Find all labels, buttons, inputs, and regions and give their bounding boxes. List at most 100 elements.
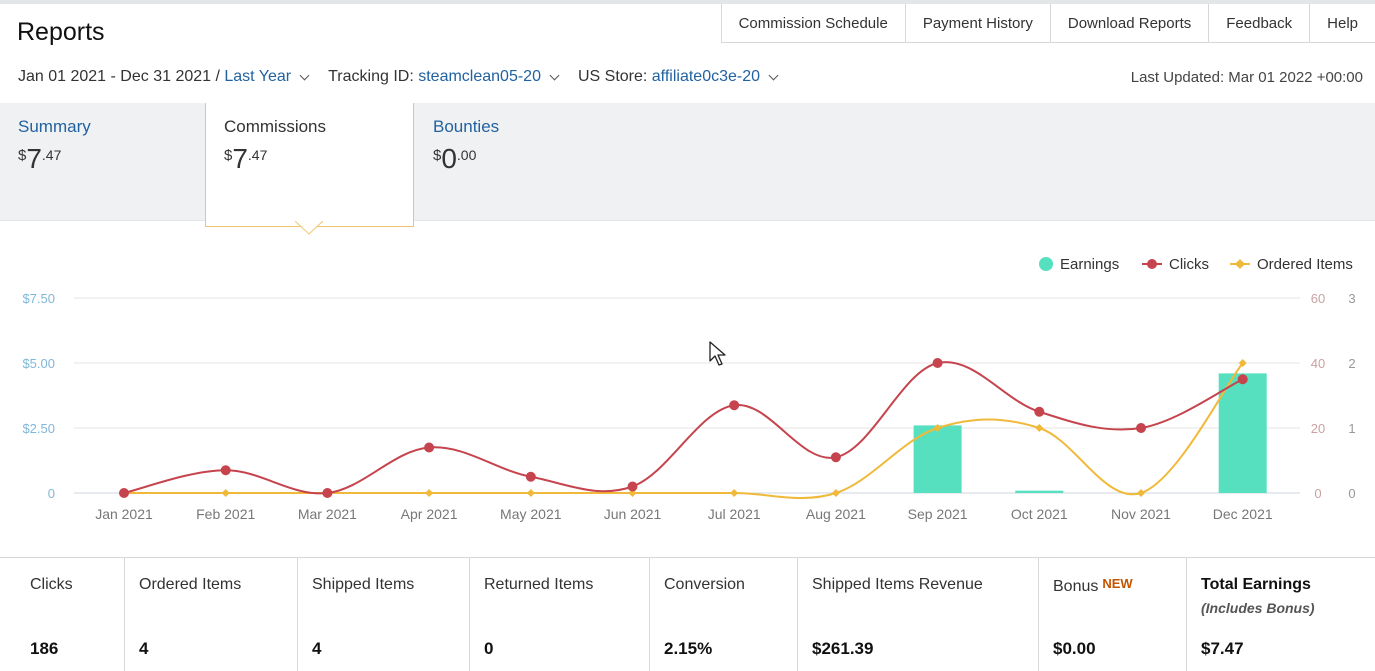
x-tick-label: Jun 2021 [604, 506, 662, 522]
stat-label: Shipped Items Revenue [812, 576, 983, 593]
store-label: US Store: [577, 68, 648, 85]
y-right-clicks-tick: 20 [1311, 421, 1325, 436]
x-tick-label: Oct 2021 [1011, 506, 1068, 522]
x-tick-label: Nov 2021 [1111, 506, 1171, 522]
stat-conversion: Conversion 2.15% [649, 558, 797, 671]
store-value[interactable]: affiliate0c3e-20 [651, 68, 761, 85]
tracking-id-label: Tracking ID: [328, 68, 414, 85]
y-left-tick: $2.50 [22, 421, 55, 436]
clicks-point[interactable] [627, 481, 638, 492]
amount-cents: .00 [456, 147, 477, 163]
stat-label: Clicks [30, 576, 73, 593]
legend-clicks-swatch [1147, 259, 1157, 269]
amount-cents: .47 [41, 147, 62, 163]
amount-whole: 0 [441, 143, 457, 174]
stat-value: $261.39 [812, 639, 874, 658]
nav-help[interactable]: Help [1309, 4, 1375, 42]
legend-earnings[interactable]: Earnings [1039, 256, 1119, 273]
currency-symbol: $ [433, 147, 442, 164]
tab-summary[interactable]: Summary $ 7 .47 [0, 103, 206, 221]
tab-amount: $ 0 .00 [433, 145, 603, 173]
tab-amount: $ 7 .47 [18, 145, 188, 173]
tab-commissions[interactable]: Commissions $ 7 .47 [205, 103, 414, 227]
x-tick-label: Dec 2021 [1213, 506, 1273, 522]
stat-value: $0.00 [1053, 639, 1096, 658]
chevron-down-icon[interactable] [549, 70, 560, 80]
x-tick-label: Apr 2021 [401, 506, 458, 522]
ordered-items-point[interactable] [933, 424, 942, 432]
top-divider [0, 0, 1375, 4]
date-range-text: Jan 01 2021 - Dec 31 2021 / [18, 68, 220, 85]
ordered-items-point[interactable] [526, 489, 535, 497]
legend-ordered-items[interactable]: Ordered Items [1230, 256, 1353, 273]
clicks-point[interactable] [322, 488, 333, 498]
tab-label: Summary [18, 117, 91, 136]
y-right-clicks-tick: 60 [1311, 291, 1325, 306]
date-range-selector[interactable]: Jan 01 2021 - Dec 31 2021 / Last Year [18, 68, 310, 86]
ordered-items-point[interactable] [1137, 489, 1145, 497]
clicks-point[interactable] [1034, 406, 1045, 417]
chevron-down-icon[interactable] [299, 70, 310, 80]
period-link[interactable]: Last Year [224, 68, 292, 85]
amount-whole: 7 [26, 143, 42, 174]
ordered-items-point[interactable] [221, 489, 230, 497]
tab-amount: $ 7 .47 [224, 145, 395, 173]
x-tick-label: Jul 2021 [708, 506, 761, 522]
earnings-bar[interactable] [913, 425, 962, 493]
tracking-id-selector[interactable]: Tracking ID: steamclean05-20 [328, 68, 560, 86]
currency-symbol: $ [224, 147, 233, 164]
y-left-tick: $5.00 [22, 356, 55, 371]
stat-value: 2.15% [664, 639, 713, 658]
filter-bar: Jan 01 2021 - Dec 31 2021 / Last Year Tr… [18, 68, 797, 86]
ordered-items-point[interactable] [831, 489, 840, 497]
clicks-point[interactable] [932, 358, 943, 368]
ordered-items-point[interactable] [730, 489, 739, 497]
clicks-point[interactable] [220, 465, 231, 476]
earnings-bar[interactable] [1218, 373, 1267, 493]
last-updated: Last Updated: Mar 01 2022 +00:00 [1130, 69, 1363, 86]
nav-payment-history[interactable]: Payment History [904, 4, 1050, 42]
top-nav: Commission Schedule Payment History Down… [720, 4, 1375, 43]
x-tick-label: Sep 2021 [908, 506, 968, 522]
clicks-point[interactable] [119, 488, 129, 498]
legend-earnings-swatch [1039, 257, 1053, 271]
stat-value: 4 [139, 639, 149, 658]
y-left-tick: $7.50 [22, 291, 55, 306]
nav-commission-schedule[interactable]: Commission Schedule [721, 4, 905, 42]
clicks-point[interactable] [1136, 423, 1146, 433]
nav-download-reports[interactable]: Download Reports [1049, 4, 1209, 42]
clicks-point[interactable] [830, 452, 841, 463]
y-right-items-tick: 3 [1348, 291, 1355, 306]
legend-clicks-label: Clicks [1169, 256, 1209, 273]
amount-whole: 7 [232, 143, 248, 174]
chevron-down-icon[interactable] [768, 70, 779, 80]
y-right-items-tick: 2 [1348, 356, 1355, 371]
store-selector[interactable]: US Store: affiliate0c3e-20 [577, 68, 779, 86]
clicks-point[interactable] [525, 471, 536, 482]
y-right-items-tick: 0 [1348, 486, 1355, 501]
tab-label: Commissions [224, 117, 327, 136]
tab-label: Bounties [433, 117, 500, 136]
clicks-point[interactable] [424, 442, 435, 453]
legend-clicks[interactable]: Clicks [1142, 256, 1209, 273]
stat-shipped-items-revenue: Shipped Items Revenue $261.39 [797, 558, 1038, 671]
stat-label: Total Earnings [1201, 576, 1311, 593]
ordered-items-point[interactable] [1035, 424, 1044, 432]
earnings-bar[interactable] [1015, 490, 1064, 493]
x-tick-label: Jan 2021 [95, 506, 153, 522]
ordered-items-point[interactable] [1238, 359, 1247, 367]
ordered-items-point[interactable] [425, 489, 434, 497]
stat-returned-items: Returned Items 0 [469, 558, 649, 671]
stat-value: $7.47 [1201, 639, 1244, 658]
y-right-clicks-tick: 40 [1311, 356, 1325, 371]
stat-label: Bonus NEW [1053, 576, 1172, 596]
stat-clicks: Clicks 186 [0, 558, 124, 671]
nav-feedback[interactable]: Feedback [1208, 4, 1310, 42]
clicks-point[interactable] [1237, 374, 1248, 385]
x-tick-label: Feb 2021 [196, 506, 255, 522]
stat-label-text: Bonus [1053, 578, 1099, 595]
tracking-id-value[interactable]: steamclean05-20 [418, 68, 541, 85]
clicks-point[interactable] [729, 400, 740, 411]
stat-value: 186 [30, 639, 59, 658]
tab-bounties[interactable]: Bounties $ 0 .00 [415, 103, 621, 221]
